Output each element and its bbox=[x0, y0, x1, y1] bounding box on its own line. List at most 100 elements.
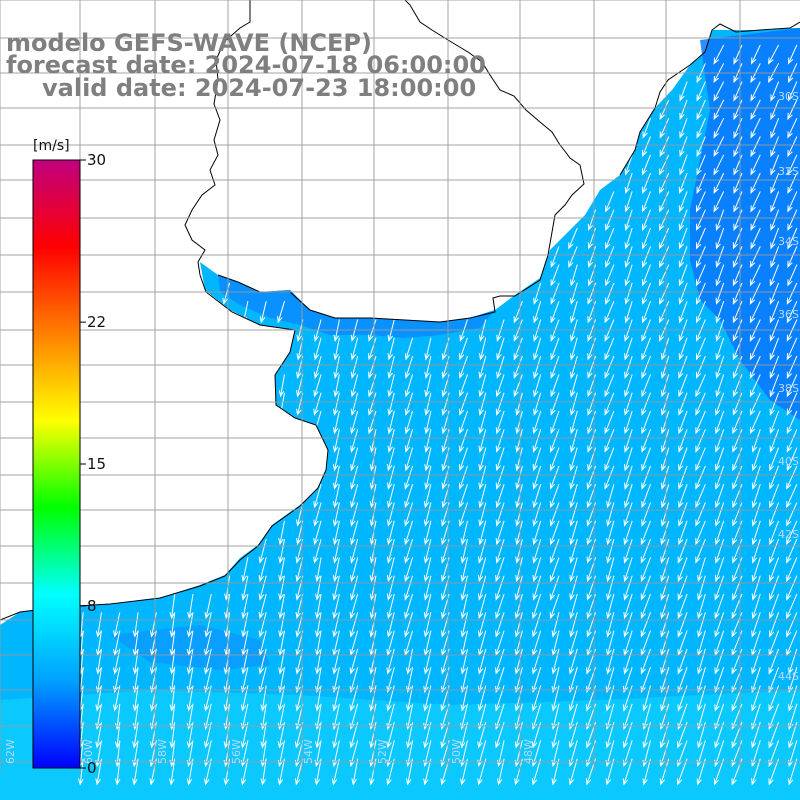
wind-vector bbox=[715, 484, 725, 509]
wind-vector bbox=[677, 667, 688, 694]
wind-vector bbox=[169, 667, 176, 694]
wind-vector bbox=[458, 410, 468, 435]
wind-vector bbox=[695, 209, 706, 231]
wind-vector bbox=[278, 648, 285, 675]
wind-vector bbox=[714, 648, 725, 675]
wind-vector bbox=[169, 758, 176, 786]
wind-vector bbox=[569, 410, 578, 435]
wind-vector bbox=[186, 612, 194, 638]
wind-vector bbox=[495, 648, 505, 675]
wind-vector bbox=[642, 758, 651, 786]
wind-vector bbox=[695, 520, 706, 546]
wind-vector bbox=[770, 154, 780, 176]
wind-vector bbox=[714, 612, 725, 638]
wind-vector bbox=[568, 246, 578, 268]
wind-vector bbox=[606, 612, 615, 638]
wind-vector bbox=[715, 447, 725, 472]
wind-vector bbox=[642, 209, 651, 232]
wind-vector bbox=[423, 593, 432, 620]
wind-vector bbox=[424, 410, 432, 435]
wind-vector bbox=[551, 667, 560, 694]
wind-vector bbox=[715, 282, 725, 305]
wind-vector bbox=[606, 593, 615, 620]
wind-vector bbox=[314, 758, 322, 786]
latitude-label: 34S bbox=[778, 235, 799, 248]
wind-vector bbox=[569, 538, 578, 564]
wind-vector bbox=[387, 447, 395, 472]
wind-vector bbox=[259, 301, 267, 324]
wind-vector bbox=[350, 429, 359, 453]
wind-vector bbox=[604, 337, 615, 361]
wind-vector bbox=[659, 227, 670, 250]
wind-vector bbox=[349, 667, 359, 694]
wind-vector bbox=[733, 191, 743, 213]
wind-vector bbox=[351, 758, 359, 786]
wind-vector bbox=[495, 447, 505, 472]
wind-vector bbox=[751, 538, 761, 564]
wind-vector bbox=[770, 118, 780, 139]
wind-vector bbox=[751, 447, 761, 472]
wind-vector bbox=[404, 355, 414, 379]
wind-vector bbox=[113, 648, 121, 675]
wind-vector bbox=[605, 264, 615, 287]
wind-vector bbox=[532, 612, 542, 638]
wind-vector bbox=[386, 557, 395, 583]
wind-vector bbox=[478, 447, 487, 472]
wind-vector bbox=[423, 667, 432, 694]
wind-vector bbox=[350, 447, 359, 472]
wind-vector bbox=[423, 758, 432, 786]
wind-vector bbox=[640, 667, 651, 694]
wind-vector bbox=[695, 429, 706, 453]
wind-vector bbox=[750, 172, 761, 194]
wind-vector bbox=[660, 612, 670, 638]
wind-vector bbox=[787, 44, 798, 65]
wind-vector bbox=[624, 429, 633, 453]
wind-vector bbox=[514, 758, 523, 786]
wind-vector bbox=[606, 557, 615, 583]
wind-vector bbox=[186, 648, 194, 675]
wind-vector bbox=[532, 575, 542, 601]
wind-vector bbox=[713, 44, 725, 65]
wind-vector bbox=[605, 191, 615, 213]
wind-vector bbox=[640, 538, 651, 564]
wind-vector bbox=[332, 392, 340, 416]
wind-vector bbox=[697, 575, 706, 601]
wind-vector bbox=[458, 502, 468, 527]
wind-vector bbox=[570, 301, 578, 324]
wind-vector bbox=[677, 557, 688, 583]
wind-vector bbox=[770, 81, 780, 102]
wind-vector bbox=[513, 337, 523, 361]
wind-vector bbox=[677, 538, 688, 564]
wind-vector bbox=[751, 758, 761, 786]
wind-vector bbox=[369, 667, 377, 694]
wind-vector bbox=[533, 392, 542, 416]
wind-vector bbox=[569, 484, 578, 509]
wind-vector bbox=[624, 392, 633, 416]
wind-vector bbox=[331, 758, 340, 786]
wind-vector bbox=[477, 593, 487, 620]
latitude-label: 40S bbox=[778, 455, 799, 468]
wind-vector bbox=[677, 593, 688, 620]
wind-vector bbox=[458, 392, 468, 416]
wind-vector bbox=[315, 648, 322, 675]
colorbar-unit: [m/s] bbox=[33, 138, 70, 154]
wind-vector bbox=[132, 648, 139, 675]
wind-vector bbox=[787, 191, 798, 213]
wind-vector bbox=[132, 612, 139, 638]
wind-vector bbox=[368, 355, 377, 379]
wind-vector bbox=[678, 191, 688, 213]
wind-vector bbox=[495, 612, 505, 638]
wind-vector bbox=[696, 81, 706, 102]
wind-vector bbox=[169, 703, 176, 731]
wind-vector bbox=[660, 447, 670, 472]
wind-vector bbox=[113, 612, 121, 638]
wind-vector bbox=[550, 374, 560, 398]
wind-vector bbox=[387, 520, 395, 546]
wind-vector bbox=[532, 648, 542, 675]
wind-vector bbox=[749, 355, 761, 379]
wind-vector bbox=[769, 484, 780, 509]
wind-vector bbox=[678, 429, 688, 453]
wind-vector bbox=[606, 484, 615, 509]
wind-vector bbox=[678, 301, 688, 324]
wind-vector bbox=[222, 282, 231, 305]
